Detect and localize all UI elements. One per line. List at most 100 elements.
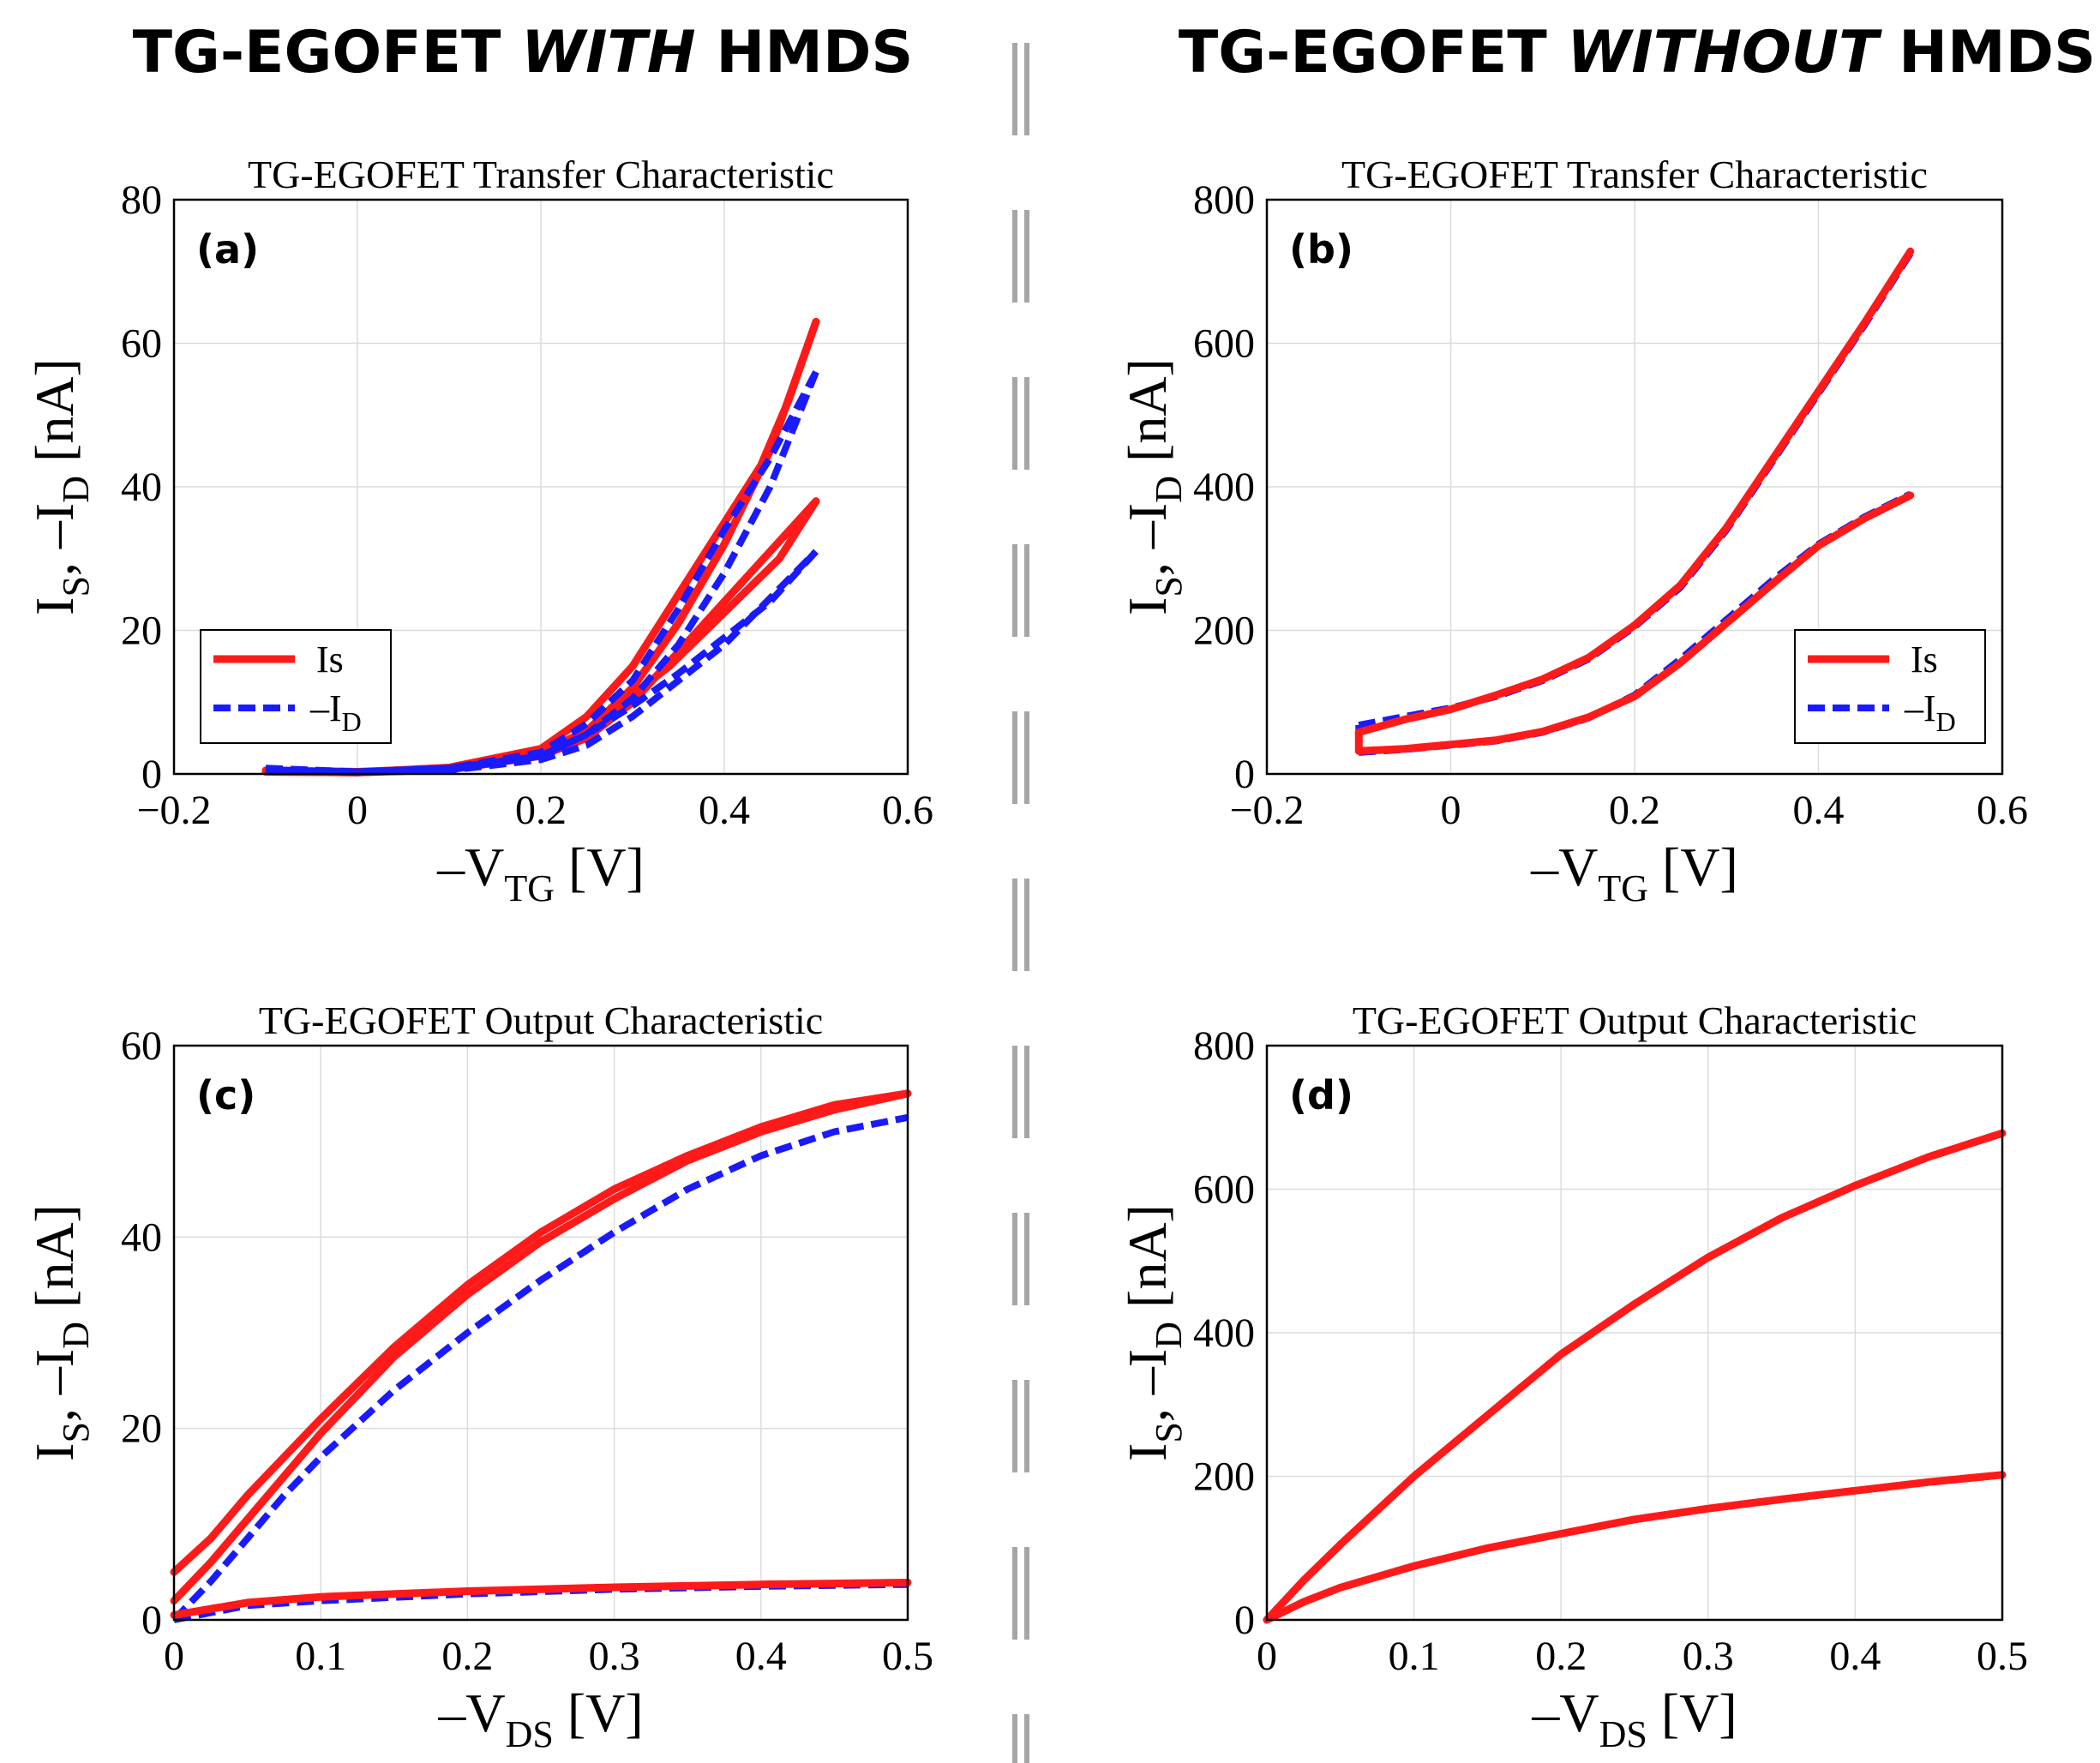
- x-axis-label: –VTG [V]: [436, 837, 645, 909]
- x-axis-label: –VDS [V]: [437, 1682, 643, 1755]
- x-tick-label: 0: [1257, 1634, 1277, 1679]
- y-axis-label-sub: D: [55, 476, 97, 503]
- x-axis-label-sub: TG: [1598, 867, 1648, 909]
- y-axis-label-sub: D: [1148, 1322, 1190, 1349]
- legend-id-main: –I: [1904, 687, 1936, 729]
- y-axis-label-sub: D: [55, 1322, 97, 1349]
- plot-frame: [1265, 198, 2004, 776]
- x-tick-label: 0.1: [295, 1634, 346, 1679]
- plot-frame: [172, 1044, 909, 1622]
- y-tick-label: 80: [121, 177, 162, 223]
- series-is-line: [170, 1089, 912, 1605]
- heading-without-hmds: TG-EGOFET WITHOUT HMDS: [1179, 19, 2096, 87]
- y-tick-label: 400: [1193, 1310, 1255, 1356]
- x-tick-label: 0.5: [882, 1634, 933, 1679]
- y-tick-label: 600: [1193, 321, 1255, 367]
- y-axis-label-part: I: [24, 1443, 85, 1461]
- plot-frame: [172, 198, 909, 776]
- y-axis-label-unit: [nA]: [1117, 1204, 1178, 1322]
- x-tick-label: 0.6: [882, 788, 933, 833]
- legend-id-label: –ID: [1904, 687, 1956, 737]
- x-axis-label-sub: DS: [1599, 1713, 1647, 1755]
- y-axis-label-unit: [nA]: [24, 358, 85, 476]
- y-tick-label: 200: [1193, 609, 1255, 654]
- heading-with-hmds: TG-EGOFET WITH HMDS: [133, 19, 914, 87]
- y-tick-label: 20: [121, 609, 162, 654]
- x-tick-label: 0.2: [441, 1634, 493, 1679]
- legend-id-sub: D: [1936, 706, 1956, 737]
- legend-is-label: Is: [1911, 639, 1938, 681]
- series-is-line: [170, 1579, 912, 1619]
- panel-letter: (d): [1289, 1072, 1353, 1118]
- y-tick-label: 40: [121, 465, 162, 510]
- chart-panel-c: TG-EGOFET Output Characteristic 0 0.1 0.2 0.…: [24, 998, 933, 1755]
- x-tick-label: 0.4: [1793, 788, 1845, 833]
- y-tick-label: 200: [1193, 1454, 1255, 1500]
- panel-divider: [1012, 43, 1029, 1763]
- x-tick-label: 0.4: [735, 1634, 787, 1679]
- y-tick-label: 60: [121, 1023, 162, 1069]
- y-tick-label: 20: [121, 1406, 162, 1452]
- y-axis-label-sub: S: [1148, 576, 1190, 597]
- x-tick-label: −0.2: [1229, 788, 1304, 833]
- legend-box: [200, 629, 392, 744]
- x-axis-label-unit: [V]: [554, 1682, 644, 1743]
- y-axis-label-sub: S: [55, 576, 97, 597]
- x-tick-label: 0.3: [1683, 1634, 1734, 1679]
- panel-letter: (b): [1289, 226, 1353, 273]
- y-axis-label-sub: S: [55, 1422, 97, 1442]
- legend-id-main: –I: [309, 687, 342, 729]
- chart-title: TG-EGOFET Output Characteristic: [1353, 998, 1917, 1042]
- y-axis-label-sub: D: [1148, 476, 1190, 503]
- panel-letter: (a): [196, 226, 259, 273]
- y-tick-label: 600: [1193, 1167, 1255, 1213]
- y-tick-label: 40: [121, 1214, 162, 1260]
- y-axis-label-part: I: [1117, 1443, 1178, 1461]
- y-tick-label: 0: [141, 752, 162, 797]
- x-tick-label: 0: [347, 788, 368, 833]
- x-tick-label: 0.4: [699, 788, 750, 833]
- chart-title: TG-EGOFET Transfer Characteristic: [1341, 153, 1928, 196]
- x-tick-label: 0.4: [1829, 1634, 1881, 1679]
- series-id-line: [171, 1113, 909, 1622]
- x-axis-label-main: –V: [1530, 837, 1598, 897]
- x-axis-label: –VTG [V]: [1530, 837, 1738, 909]
- chart-panel-a: TG-EGOFET Transfer Characteristic−0.2 0 0.…: [24, 153, 933, 909]
- series-is-line: [1263, 1471, 2007, 1624]
- x-axis-label-main: –V: [1531, 1682, 1599, 1743]
- series-is-line: [170, 1089, 912, 1576]
- x-axis-label-sub: DS: [506, 1713, 554, 1755]
- y-axis-label-part: I: [24, 597, 85, 615]
- series-is-line: [1354, 491, 1915, 755]
- x-tick-label: 0: [164, 1634, 184, 1679]
- chart-panel-d: TG-EGOFET Output Characteristic 0 0.1 0.2 0.…: [1117, 998, 2028, 1755]
- x-axis-label-main: –V: [437, 1682, 505, 1743]
- x-tick-label: 0.2: [1609, 788, 1660, 833]
- legend-id-sub: D: [342, 706, 362, 737]
- x-axis-label-unit: [V]: [555, 837, 645, 897]
- plot-frame: [1265, 1044, 2004, 1622]
- series-id-line: [1264, 1130, 2004, 1622]
- x-tick-label: 0.2: [1535, 1634, 1587, 1679]
- y-axis-label-part: , –I: [1117, 1349, 1178, 1422]
- y-tick-label: 0: [141, 1598, 162, 1643]
- series-is-line: [1354, 247, 1915, 736]
- y-tick-label: 60: [121, 321, 162, 367]
- y-axis-label-part: I: [1117, 597, 1178, 615]
- series-id-line: [1265, 1471, 2003, 1623]
- x-tick-label: 0: [1441, 788, 1461, 833]
- y-axis-label-unit: [nA]: [24, 1204, 85, 1322]
- x-axis-label-sub: TG: [504, 867, 555, 909]
- legend: Is –ID: [1794, 629, 1986, 744]
- y-axis-label-part: , –I: [1117, 503, 1178, 576]
- y-tick-label: 800: [1193, 1023, 1255, 1069]
- y-tick-label: 0: [1234, 1598, 1255, 1643]
- x-tick-label: 0.2: [515, 788, 567, 833]
- y-axis-label-unit: [nA]: [1117, 358, 1178, 476]
- x-axis-label-main: –V: [436, 837, 504, 897]
- x-tick-label: 0.3: [589, 1634, 640, 1679]
- x-axis-label-unit: [V]: [1647, 1682, 1737, 1743]
- y-tick-label: 400: [1193, 465, 1255, 510]
- panel-letter: (c): [196, 1072, 255, 1118]
